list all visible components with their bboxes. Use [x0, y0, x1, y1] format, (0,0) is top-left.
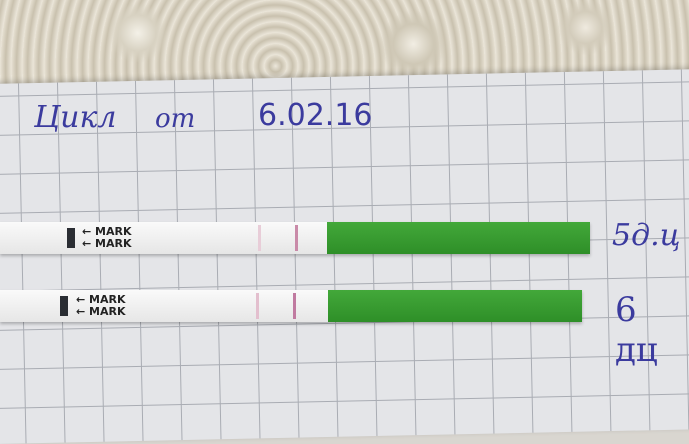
mark-label: ← MARK — [82, 225, 132, 238]
mark-label: ← MARK — [76, 293, 126, 306]
test-strip-2: ← MARK ← MARK — [0, 290, 582, 322]
handwritten-from: от — [155, 104, 196, 134]
strip-handle-bar — [60, 296, 68, 316]
wick-pad — [327, 222, 590, 254]
strip-handle-bar — [67, 228, 75, 248]
mark-label: ← MARK — [76, 305, 126, 318]
wick-pad — [328, 290, 582, 322]
mark-label: ← MARK — [82, 237, 132, 250]
handwritten-date: 6.02.16 — [258, 98, 373, 133]
test-line — [256, 293, 259, 319]
control-line — [295, 225, 298, 251]
test-line — [258, 225, 261, 251]
handwritten-day-label-2: 6 дц — [615, 290, 658, 370]
handwritten-cycle-label: Цикл — [34, 100, 117, 135]
handwritten-day-label-1: 5д.ц — [612, 218, 681, 253]
control-line — [293, 293, 296, 319]
test-strip-1: ← MARK ← MARK — [0, 222, 590, 254]
